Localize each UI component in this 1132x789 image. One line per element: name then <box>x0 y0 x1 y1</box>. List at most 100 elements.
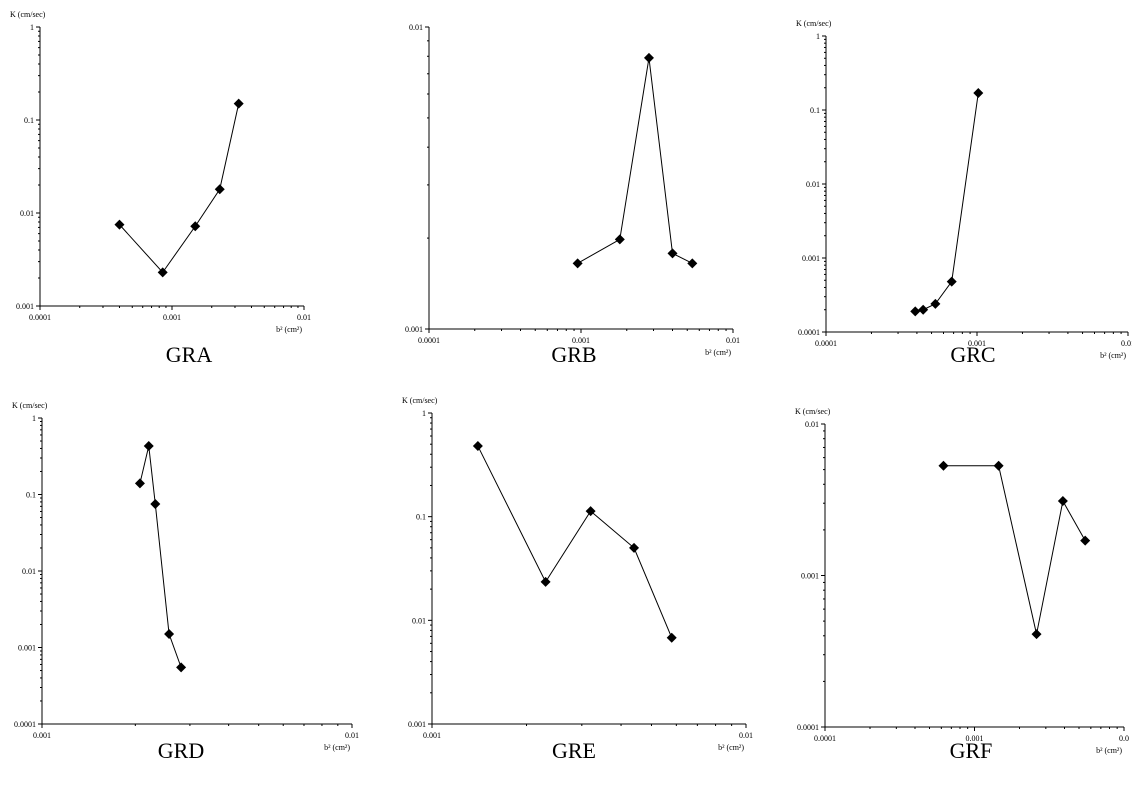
chart-panel-grb: 0.0001 0.001 0.01 0.001 0.01 b² (cm²) GRB <box>377 0 754 394</box>
series-line <box>477 445 673 638</box>
y-tick-label: 1 <box>30 23 34 32</box>
data-point-marker <box>190 221 201 232</box>
y-tick-label: 0.01 <box>806 180 820 189</box>
x-tick-label: 0.01 <box>1121 339 1132 348</box>
data-point-marker <box>687 258 698 269</box>
chart-panel-gre: 0.001 0.01 0.001 0.01 0.1 1 K (cm/sec) b² (cm²)… <box>377 394 754 789</box>
x-tick-label: 0.01 <box>345 731 359 740</box>
chart-title: GRF <box>949 738 993 763</box>
data-point-marker <box>667 248 678 259</box>
data-point-marker <box>143 441 154 452</box>
chart-svg: 0.001 0.01 0.001 0.01 0.1 1 K (cm/sec) b² (cm²) <box>402 396 753 752</box>
y-tick-label: 0.1 <box>26 491 36 500</box>
x-tick-label: 0.01 <box>739 731 753 740</box>
y-tick-label: 0.01 <box>805 420 819 429</box>
data-point-marker <box>973 87 984 98</box>
y-axis-label: K (cm/sec) <box>796 19 832 28</box>
x-axis-label: b² (cm²) <box>1096 746 1122 755</box>
x-tick-label: 0.0001 <box>814 734 836 743</box>
chart-svg: 0.0001 0.001 0.01 0.0001 0.001 0.01 0.1 1 K (cm/… <box>796 19 1132 360</box>
x-axis-label: b² (cm²) <box>324 743 350 752</box>
chart-panel-grc: 0.0001 0.001 0.01 0.0001 0.001 0.01 0.1 1 K (cm/… <box>754 0 1132 394</box>
x-axis-label: b² (cm²) <box>276 325 302 334</box>
data-point-marker <box>150 499 161 510</box>
y-axis-label: K (cm/sec) <box>10 10 46 19</box>
series-line <box>139 445 182 668</box>
y-tick-label: 0.001 <box>408 720 426 729</box>
series-line <box>943 465 1086 635</box>
x-tick-label: 0.01 <box>297 313 311 322</box>
x-axis-label: b² (cm²) <box>1100 351 1126 360</box>
data-point-marker <box>164 629 175 640</box>
data-point-marker <box>114 219 125 230</box>
y-tick-label: 0.01 <box>409 23 423 32</box>
data-point-marker <box>572 258 583 269</box>
x-tick-label: 0.001 <box>163 313 181 322</box>
series-line <box>577 57 693 264</box>
data-point-marker <box>1080 535 1091 546</box>
data-point-marker <box>1031 629 1042 640</box>
x-tick-label: 0.01 <box>726 336 740 345</box>
data-point-marker <box>930 298 941 309</box>
y-tick-label: 0.0001 <box>798 328 820 337</box>
chart-title: GRD <box>157 738 205 763</box>
y-tick-label: 0.1 <box>810 106 820 115</box>
data-point-marker <box>134 478 145 489</box>
y-tick-label: 0.01 <box>20 209 34 218</box>
x-tick-label: 0.001 <box>572 336 590 345</box>
y-axis-label: K (cm/sec) <box>795 407 831 416</box>
y-tick-label: 0.0001 <box>14 720 36 729</box>
x-tick-label: 0.001 <box>33 731 51 740</box>
x-tick-label: 0.0001 <box>418 336 440 345</box>
data-point-marker <box>233 98 244 109</box>
chart-svg: 0.0001 0.001 0.01 0.001 0.01 b² (cm²) <box>405 23 740 357</box>
chart-panel-grf: 0.0001 0.001 0.0 0.0001 0.001 0.01 K (cm/sec) b… <box>754 394 1132 789</box>
x-tick-label: 0.0 <box>1119 734 1129 743</box>
data-point-marker <box>614 234 625 245</box>
x-tick-label: 0.001 <box>968 339 986 348</box>
y-tick-label: 1 <box>816 32 820 41</box>
data-point-marker <box>993 460 1004 471</box>
x-axis-label: b² (cm²) <box>705 348 731 357</box>
chart-title: GRA <box>165 342 213 367</box>
chart-panel-gra: 0.0001 0.001 0.01 0.001 0.01 0.1 1 K (cm/sec) b²… <box>0 0 377 394</box>
chart-svg: 0.001 0.01 0.0001 0.001 0.01 0.1 1 K (cm/sec) b²… <box>12 401 359 752</box>
chart-title: GRB <box>551 342 597 367</box>
x-tick-label: 0.0001 <box>29 313 51 322</box>
chart-svg: 0.0001 0.001 0.0 0.0001 0.001 0.01 K (cm/sec) b… <box>795 407 1129 755</box>
x-tick-label: 0.001 <box>423 731 441 740</box>
y-tick-label: 0.001 <box>405 325 423 334</box>
data-point-marker <box>1057 496 1068 507</box>
y-tick-label: 0.001 <box>16 302 34 311</box>
data-point-marker <box>643 52 654 63</box>
chart-title: GRE <box>552 738 596 763</box>
y-tick-label: 0.01 <box>22 567 36 576</box>
x-tick-label: 0.001 <box>966 734 984 743</box>
data-point-marker <box>157 267 168 278</box>
y-axis-label: K (cm/sec) <box>12 401 48 410</box>
data-point-marker <box>938 460 949 471</box>
series-line <box>915 92 979 312</box>
data-point-marker <box>214 184 225 195</box>
y-tick-label: 0.001 <box>18 644 36 653</box>
data-point-marker <box>910 306 921 317</box>
y-tick-label: 0.1 <box>24 116 34 125</box>
x-axis-label: b² (cm²) <box>718 743 744 752</box>
data-point-marker <box>540 576 551 587</box>
data-point-marker <box>629 542 640 553</box>
y-tick-label: 0.001 <box>801 572 819 581</box>
y-axis-label: K (cm/sec) <box>402 396 438 405</box>
data-point-marker <box>176 662 187 673</box>
chart-svg: 0.0001 0.001 0.01 0.001 0.01 0.1 1 K (cm/sec) b²… <box>10 10 311 334</box>
x-tick-label: 0.0001 <box>815 339 837 348</box>
y-tick-label: 0.001 <box>802 254 820 263</box>
chart-panel-grd: 0.001 0.01 0.0001 0.001 0.01 0.1 1 K (cm/sec) b²… <box>0 394 377 789</box>
y-tick-label: 0.0001 <box>797 723 819 732</box>
y-tick-label: 0.01 <box>412 616 426 625</box>
data-point-marker <box>918 304 929 315</box>
data-point-marker <box>585 506 596 517</box>
data-point-marker <box>666 632 677 643</box>
y-tick-label: 0.1 <box>416 513 426 522</box>
data-point-marker <box>472 441 483 452</box>
data-point-marker <box>946 276 957 287</box>
